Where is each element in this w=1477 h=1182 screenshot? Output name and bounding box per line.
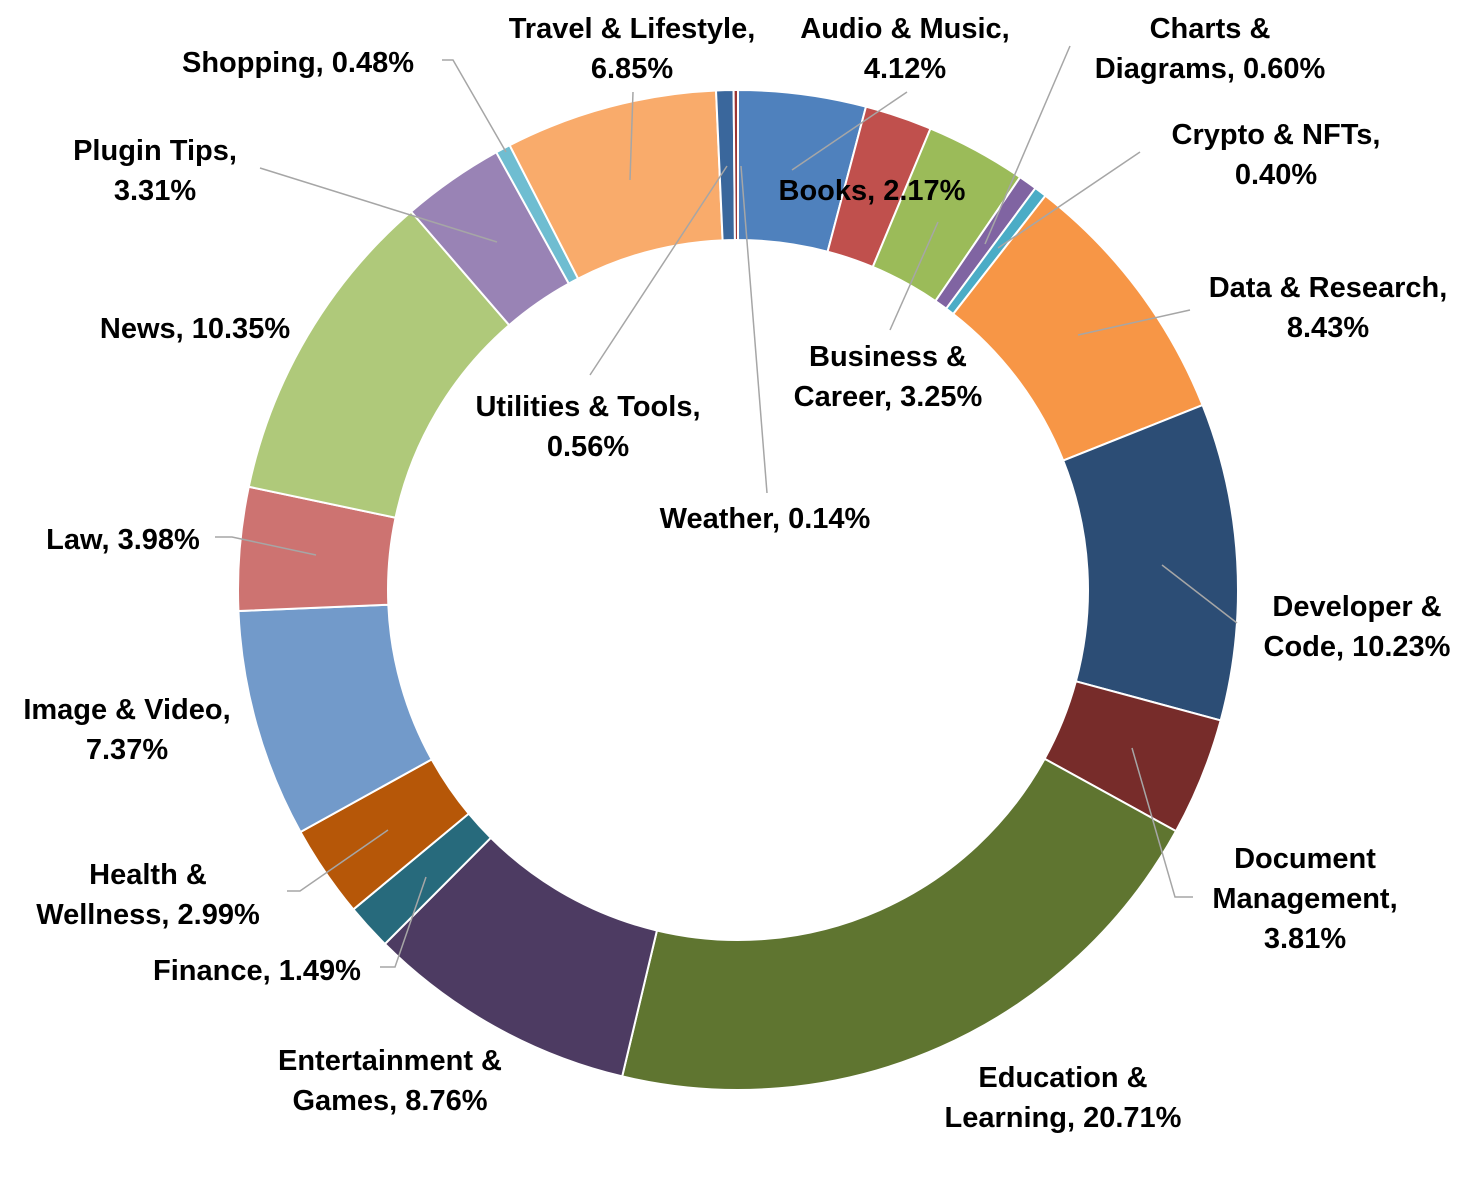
data-label-line: Games, 8.76% [292,1085,487,1117]
data-label-line: 3.81% [1264,923,1346,955]
leader-line-weather [740,165,768,494]
data-label-shopping: Shopping, 0.48% [182,47,414,79]
data-label-line: Business & [809,341,967,373]
data-label-audio-and-music: Audio & Music, 4.12% [800,13,1009,85]
data-labels: Audio & Music, 4.12% Books, 2.17% Business … [23,13,1450,1134]
leader-line-document-management [1131,747,1193,898]
data-label-law: Law, 3.98% [46,524,200,556]
leader-line-utilities-and-tools [589,165,728,376]
data-label-line: 0.56% [547,431,629,463]
data-label-news: News, 10.35% [100,313,290,345]
data-label-line: 4.12% [864,53,946,85]
data-label-developer-and-code: Developer & Code, 10.23% [1264,591,1451,663]
leader-line-finance [380,876,427,968]
data-label-line: 8.43% [1287,312,1369,344]
data-label-line: Plugin Tips, [73,135,237,167]
leader-line-developer-and-code [1161,564,1238,624]
slice-developer-and-code [1061,403,1239,722]
slice-education-and-learning [620,757,1178,1091]
data-label-line: Entertainment & [278,1045,502,1077]
data-label-plugin-tips: Plugin Tips, 3.31% [73,135,237,207]
data-label-line: Developer & [1272,591,1441,623]
data-label-entertainment-and-games: Entertainment & Games, 8.76% [278,1045,502,1117]
data-label-line: 6.85% [591,53,673,85]
data-label-line: Crypto & NFTs, [1172,119,1381,151]
leader-line-law [215,536,317,556]
data-label-health-and-wellness: Health & Wellness, 2.99% [36,859,260,931]
data-label-line: Wellness, 2.99% [36,899,260,931]
data-label-crypto-and-nfts: Crypto & NFTs, 0.40% [1172,119,1381,191]
data-label-line: Career, 3.25% [794,381,983,413]
leader-line-audio-and-music [791,91,908,171]
leader-line-health-and-wellness [287,829,389,892]
data-label-line: Diagrams, 0.60% [1095,53,1326,85]
donut-slices [237,88,1239,1091]
data-label-line: Travel & Lifestyle, [509,13,756,45]
data-label-line: Shopping, 0.48% [182,47,414,79]
data-label-line: Law, 3.98% [46,524,200,556]
data-label-education-and-learning: Education & Learning, 20.71% [945,1062,1182,1134]
data-label-image-and-video: Image & Video, 7.37% [23,694,230,766]
data-label-books: Books, 2.17% [779,175,966,207]
data-label-line: Document [1234,843,1376,875]
data-label-travel-and-lifestyle: Travel & Lifestyle, 6.85% [509,13,756,85]
leader-line-shopping [442,59,507,153]
data-label-utilities-and-tools: Utilities & Tools, 0.56% [475,391,700,463]
data-label-line: 3.31% [114,175,196,207]
data-label-data-and-research: Data & Research, 8.43% [1209,272,1448,344]
data-label-business-and-career: Business & Career, 3.25% [794,341,983,413]
data-label-line: Code, 10.23% [1264,631,1451,663]
data-label-line: Health & [89,859,207,891]
slice-weather [732,88,739,242]
data-label-line: Audio & Music, [800,13,1009,45]
leader-lines [215,45,1238,968]
data-label-line: 0.40% [1235,159,1317,191]
data-label-line: Learning, 20.71% [945,1102,1182,1134]
data-label-line: Books, 2.17% [779,175,966,207]
data-label-finance: Finance, 1.49% [153,955,361,987]
data-label-line: Data & Research, [1209,272,1448,304]
data-label-line: Utilities & Tools, [475,391,700,423]
data-label-line: Image & Video, [23,694,230,726]
leader-line-travel-and-lifestyle [629,91,634,181]
data-label-charts-and-diagrams: Charts & Diagrams, 0.60% [1095,13,1326,85]
data-label-line: Weather, 0.14% [660,503,871,535]
leader-line-charts-and-diagrams [984,45,1071,245]
data-label-line: Finance, 1.49% [153,955,361,987]
data-label-line: Education & [978,1062,1147,1094]
data-label-line: Charts & [1150,13,1271,45]
leader-line-data-and-research [1077,309,1191,336]
data-label-line: 7.37% [86,734,168,766]
leader-line-plugin-tips [259,167,498,243]
data-label-line: News, 10.35% [100,313,290,345]
data-label-document-management: Document Management, 3.81% [1212,843,1397,955]
data-label-line: Management, [1212,883,1397,915]
leader-line-crypto-and-nfts [997,151,1141,249]
data-label-weather: Weather, 0.14% [660,503,871,535]
leader-line-business-and-career [889,221,939,331]
